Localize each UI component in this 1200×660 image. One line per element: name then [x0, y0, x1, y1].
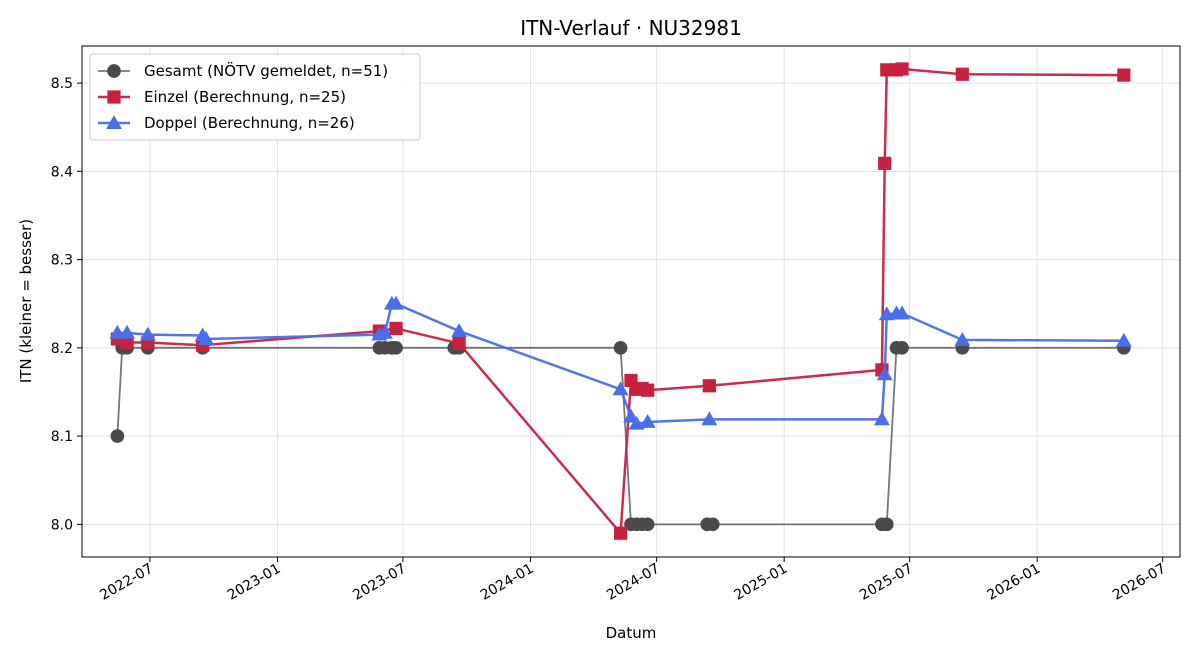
data-point — [389, 341, 403, 355]
legend-box — [89, 53, 421, 141]
legend-item: Doppel (Berechnung, n=26) — [98, 114, 355, 132]
series-layer — [109, 62, 1132, 540]
legend-item: Gesamt (NÖTV gemeldet, n=51) — [98, 61, 388, 80]
legend-item: Einzel (Berechnung, n=25) — [98, 88, 346, 106]
series-line — [117, 302, 1124, 425]
data-point — [879, 517, 894, 532]
data-point — [139, 326, 156, 341]
legend-marker — [107, 64, 121, 78]
legend: Gesamt (NÖTV gemeldet, n=51) Einzel (Bere… — [89, 53, 421, 141]
data-point — [452, 336, 466, 351]
series-einzel — [110, 62, 1131, 540]
x-tick-label: 2026-01 — [985, 561, 1044, 604]
legend-label: Einzel (Berechnung, n=25) — [144, 88, 346, 106]
data-point — [894, 305, 910, 320]
y-tick-label: 8.3 — [51, 253, 73, 269]
x-tick-label: 2025-01 — [732, 561, 791, 604]
data-point — [705, 517, 720, 532]
y-axis-label: ITN (kleiner = besser) — [17, 219, 35, 383]
data-point — [895, 62, 909, 76]
y-tick-label: 8.1 — [51, 429, 73, 445]
plot-frame — [81, 45, 1181, 558]
data-point — [388, 295, 404, 310]
data-point — [614, 526, 628, 540]
data-point — [641, 383, 655, 397]
data-point — [876, 366, 893, 381]
data-point — [954, 331, 971, 346]
data-point — [110, 429, 125, 443]
data-point — [451, 323, 468, 338]
data-point — [895, 341, 909, 355]
data-point — [377, 324, 393, 339]
data-point — [639, 414, 656, 428]
data-point — [198, 331, 214, 345]
data-point — [389, 321, 403, 336]
y-tick-label: 8.2 — [51, 341, 73, 357]
y-tick-label: 8.0 — [51, 517, 73, 533]
y-tick-label: 8.5 — [51, 76, 73, 92]
data-point — [1115, 332, 1132, 347]
x-tick-label: 2023-01 — [225, 561, 284, 604]
data-point — [878, 156, 892, 170]
x-tick-label: 2024-07 — [604, 561, 663, 604]
x-tick-label: 2026-07 — [1110, 561, 1169, 604]
legend-marker — [107, 90, 121, 104]
x-tick-label: 2023-07 — [350, 561, 409, 604]
legend-label: Gesamt (NÖTV gemeldet, n=51) — [144, 61, 388, 80]
series-doppel — [109, 295, 1132, 430]
x-axis-label: Datum — [606, 624, 657, 642]
y-tick-label: 8.4 — [51, 164, 73, 180]
data-point — [120, 335, 134, 350]
data-point — [628, 415, 645, 430]
legend-marker — [106, 115, 122, 129]
data-point — [701, 411, 718, 426]
data-point — [612, 381, 629, 396]
x-tick-label: 2024-01 — [478, 561, 537, 604]
data-point — [119, 324, 135, 339]
data-point — [955, 67, 969, 81]
data-point — [640, 517, 655, 532]
data-point — [702, 379, 716, 393]
data-point — [1117, 68, 1131, 82]
chart-title: ITN-Verlauf · NU32981 — [520, 16, 742, 40]
x-tick-label: 2022-07 — [97, 561, 156, 604]
data-point — [874, 411, 890, 426]
data-point — [613, 341, 628, 355]
x-tick-label: 2025-07 — [857, 561, 916, 604]
legend-label: Doppel (Berechnung, n=26) — [144, 114, 355, 132]
series-line — [116, 346, 1124, 526]
